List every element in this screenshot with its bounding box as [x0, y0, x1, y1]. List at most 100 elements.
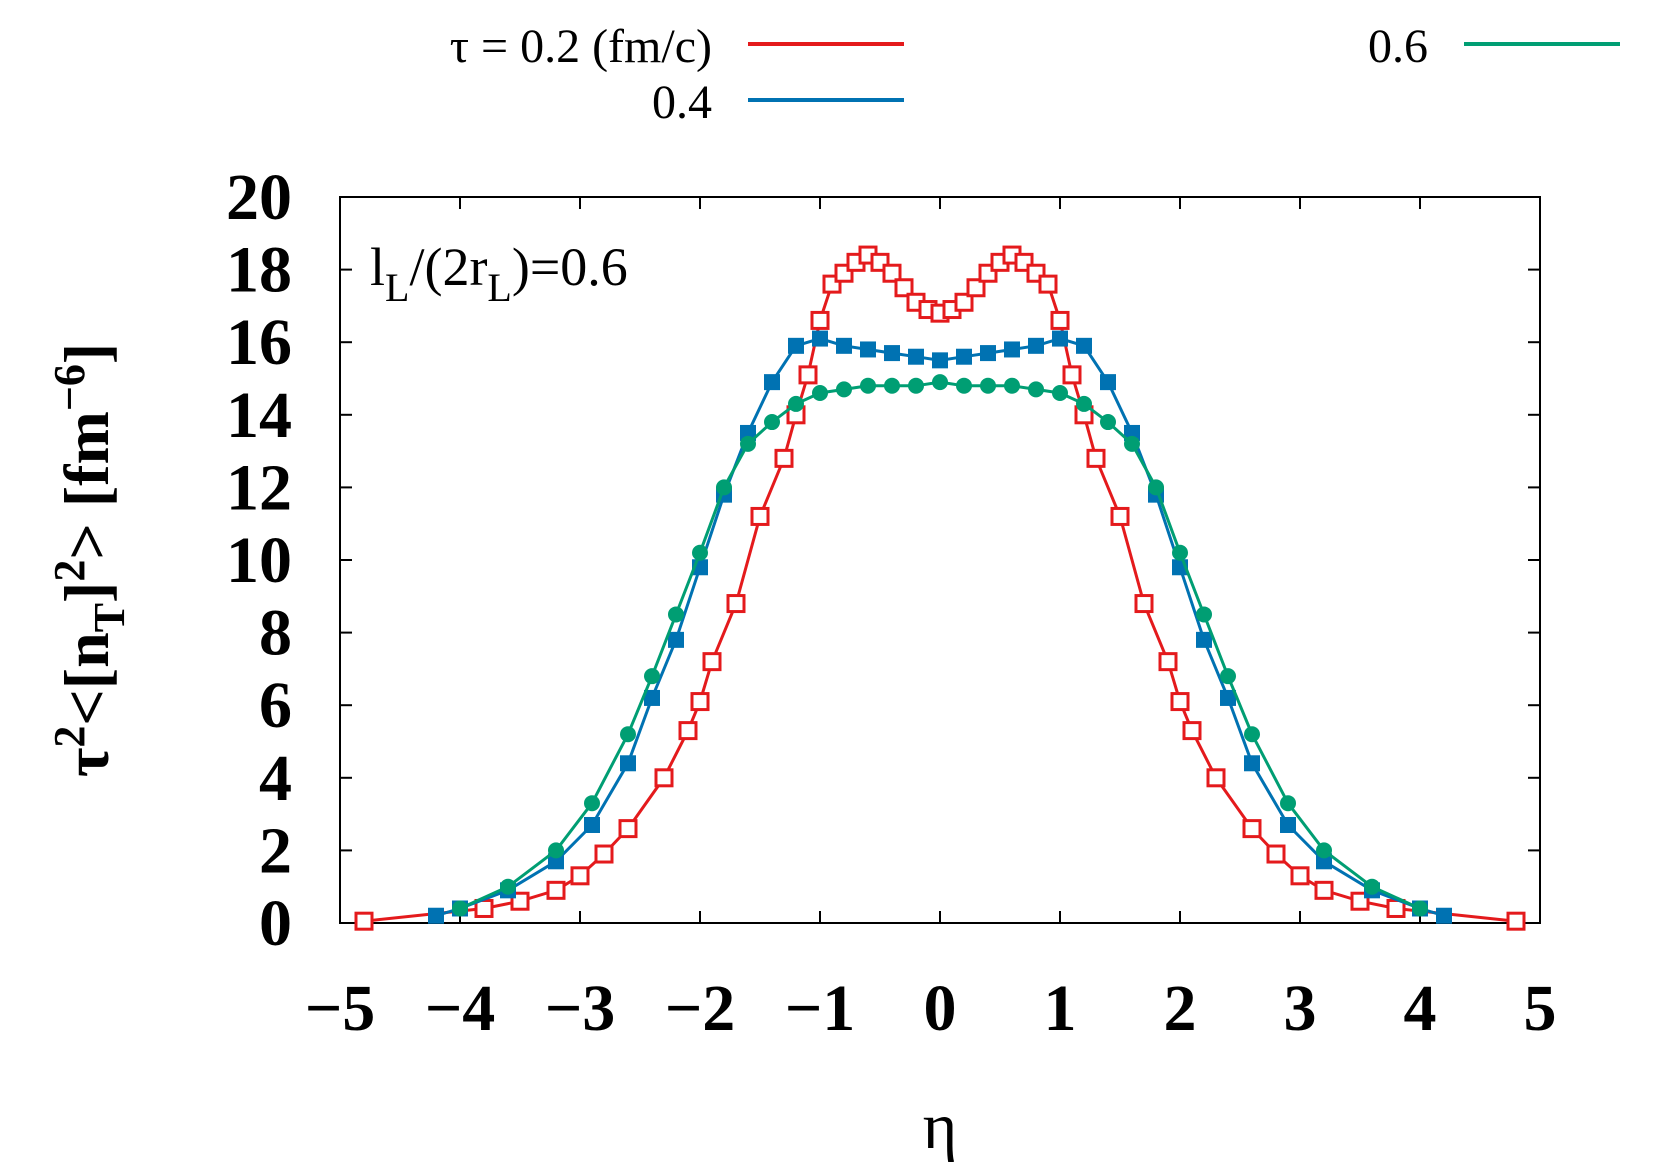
data-point: [954, 292, 974, 312]
data-point: [740, 435, 756, 452]
data-point: [836, 381, 852, 398]
data-point: [546, 880, 566, 900]
x-axis-label: η: [923, 1090, 958, 1163]
data-point: [956, 377, 972, 394]
data-point: [1038, 274, 1058, 294]
series-1: [354, 245, 1526, 931]
data-point: [1244, 726, 1260, 743]
data-point: [654, 768, 674, 788]
series-3: [452, 374, 1428, 917]
data-point: [1062, 365, 1082, 385]
data-point: [1436, 907, 1452, 924]
data-point: [860, 341, 876, 358]
data-point: [966, 278, 986, 298]
x-tick-label: −5: [305, 972, 376, 1045]
data-point: [1158, 652, 1178, 672]
y-tick-label: 6: [259, 669, 292, 742]
data-point: [1316, 842, 1332, 859]
data-point: [584, 816, 600, 833]
y-tick-label: 4: [259, 742, 292, 815]
legend: τ = 0.2 (fm/c) 0.4 0.6: [450, 20, 1620, 129]
data-point: [812, 330, 828, 347]
data-point: [980, 377, 996, 394]
data-point: [354, 911, 374, 931]
data-point: [884, 345, 900, 362]
x-tick-label: −3: [545, 972, 616, 1045]
data-point: [1110, 506, 1130, 526]
data-point: [774, 448, 794, 468]
data-point: [1196, 631, 1212, 648]
data-point: [882, 263, 902, 283]
data-point: [548, 842, 564, 859]
data-point: [1506, 911, 1526, 931]
data-point: [1242, 819, 1262, 839]
data-point: [692, 544, 708, 561]
data-point: [932, 374, 948, 391]
data-point: [812, 385, 828, 402]
x-tick-label: −2: [665, 972, 736, 1045]
data-point: [726, 594, 746, 614]
data-point: [1364, 878, 1380, 895]
data-point: [798, 365, 818, 385]
data-point: [1076, 395, 1092, 412]
data-point: [1266, 844, 1286, 864]
data-point: [980, 345, 996, 362]
y-tick-label: 14: [226, 379, 292, 452]
data-point: [788, 337, 804, 354]
data-point: [1314, 880, 1334, 900]
data-point: [1076, 337, 1092, 354]
data-point: [1086, 448, 1106, 468]
data-point: [1290, 866, 1310, 886]
data-point: [894, 278, 914, 298]
y-tick-label: 20: [226, 161, 292, 234]
data-point: [1196, 606, 1212, 623]
y-tick-label: 2: [259, 814, 292, 887]
x-tick-label: 3: [1284, 972, 1317, 1045]
data-point: [1244, 755, 1260, 772]
data-point: [932, 352, 948, 369]
data-point: [452, 900, 468, 917]
data-point: [1134, 594, 1154, 614]
data-point: [1280, 795, 1296, 812]
y-tick-label: 10: [226, 524, 292, 597]
data-point: [860, 377, 876, 394]
legend-label-series-3: 0.6: [1368, 20, 1428, 73]
y-tick-label: 16: [226, 306, 292, 379]
data-point: [1124, 435, 1140, 452]
y-tick-label: 18: [226, 234, 292, 307]
legend-label-series-1: τ = 0.2 (fm/c): [450, 20, 712, 73]
data-point: [1172, 544, 1188, 561]
data-point: [1100, 414, 1116, 431]
data-point: [702, 652, 722, 672]
data-point: [1220, 689, 1236, 706]
data-point: [836, 337, 852, 354]
data-point: [1206, 768, 1226, 788]
data-point: [668, 606, 684, 623]
y-tick-label: 0: [259, 887, 292, 960]
data-point: [428, 907, 444, 924]
data-point: [716, 479, 732, 496]
data-point: [500, 878, 516, 895]
x-tick-label: 1: [1044, 972, 1077, 1045]
data-point: [750, 506, 770, 526]
data-point: [1220, 668, 1236, 685]
data-point: [644, 689, 660, 706]
data-point: [678, 721, 698, 741]
data-point: [1412, 900, 1428, 917]
data-point: [570, 866, 590, 886]
data-point: [788, 395, 804, 412]
x-tick-label: −1: [785, 972, 856, 1045]
data-point: [1004, 377, 1020, 394]
data-point: [644, 668, 660, 685]
data-point: [884, 377, 900, 394]
x-tick-label: −4: [425, 972, 496, 1045]
series-line: [459, 380, 1421, 910]
data-point: [956, 348, 972, 365]
series-2: [428, 330, 1452, 924]
data-point: [1052, 385, 1068, 402]
data-point: [584, 795, 600, 812]
legend-label-series-2: 0.4: [652, 76, 712, 129]
